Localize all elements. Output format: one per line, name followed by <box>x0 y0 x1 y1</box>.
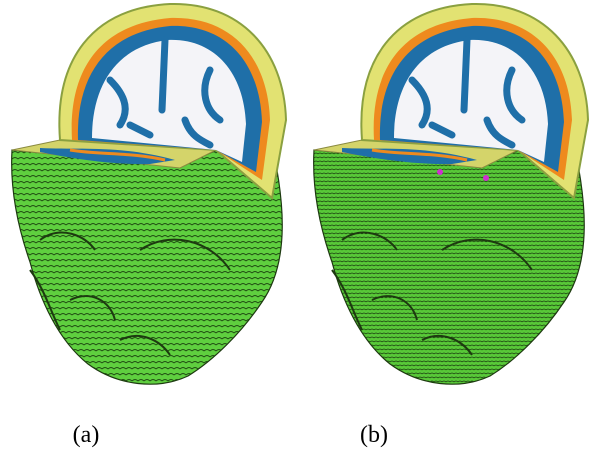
panel-b <box>314 4 588 384</box>
page: (a) (b) (() => { const data = JSON.parse… <box>0 0 595 458</box>
marker <box>437 169 443 175</box>
figure: (a) (b) <box>0 0 595 458</box>
head-model-b <box>314 4 588 384</box>
head-model-a <box>12 4 286 384</box>
marker <box>483 175 489 181</box>
panel-a <box>12 4 286 384</box>
panel-label: (b) <box>360 422 388 448</box>
panel-label: (a) <box>73 422 100 448</box>
